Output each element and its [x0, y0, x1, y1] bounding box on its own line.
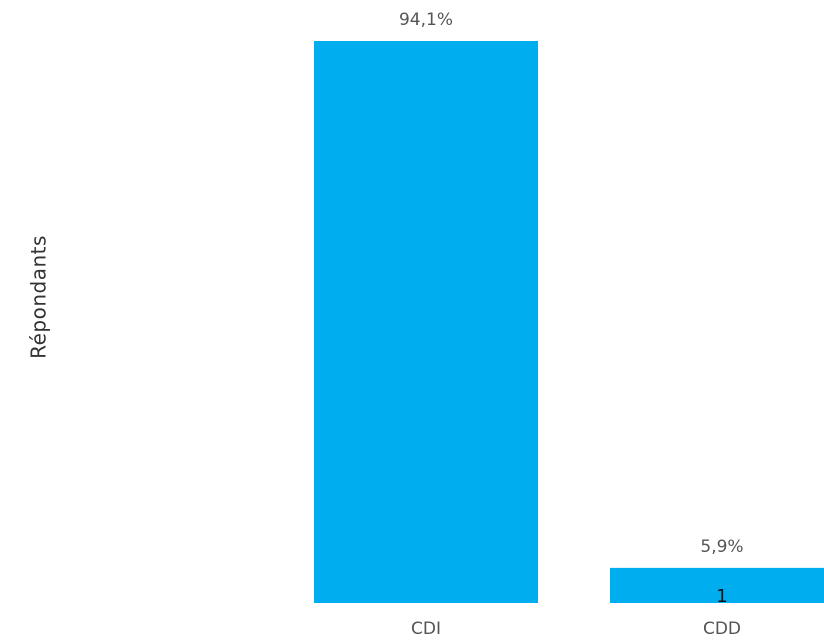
bar-cdd — [610, 567, 824, 603]
bar-cdi — [314, 41, 538, 603]
y-axis-label: Répondants — [27, 235, 51, 359]
count-label-cdd: 1 — [716, 586, 727, 607]
x-tick-label-cdi: CDI — [411, 619, 441, 639]
percent-label-cdi: 94,1% — [399, 10, 453, 30]
x-tick-label-cdd: CDD — [703, 619, 741, 639]
percent-label-cdd: 5,9% — [700, 537, 743, 557]
bars-layer: 94,1% CDI 5,9% 1 CDD — [314, 10, 824, 639]
